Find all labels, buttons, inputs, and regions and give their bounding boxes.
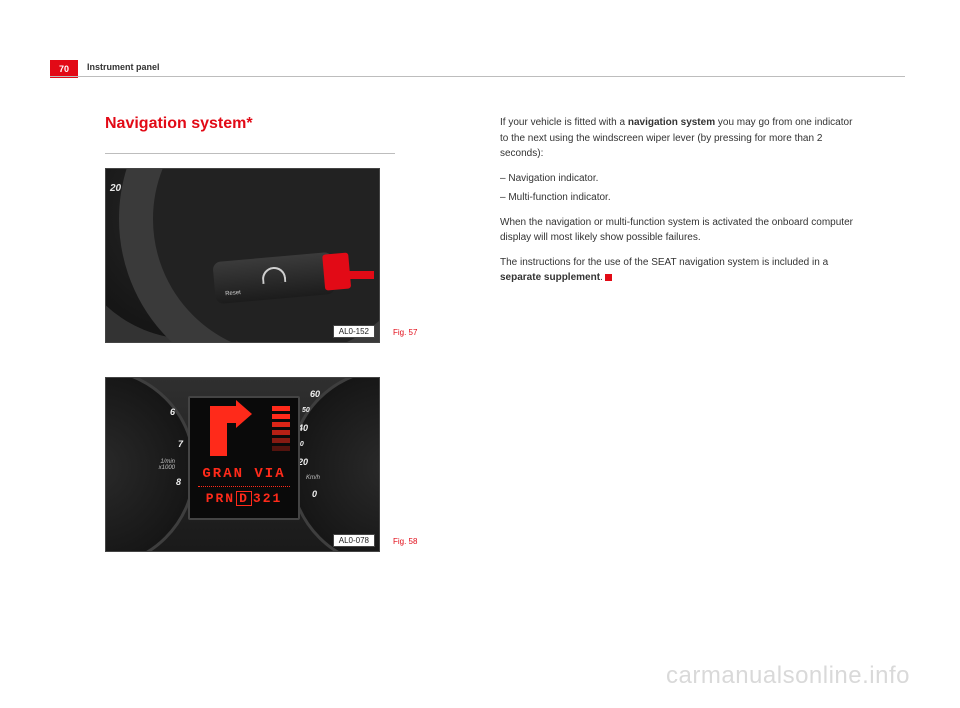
p3-part-c: . xyxy=(600,272,603,283)
list-item-2: Multi-function indicator. xyxy=(500,190,860,206)
p3-part-a: The instructions for the use of the SEAT… xyxy=(500,257,828,268)
p1-part-b: navigation system xyxy=(628,117,715,128)
end-of-section-icon xyxy=(605,274,612,281)
tachometer-gauge: 6 7 8 1/min x1000 xyxy=(105,377,196,552)
figure-58-caption: Fig. 58 xyxy=(393,537,417,546)
tach-7: 7 xyxy=(178,439,183,449)
section-heading-rule xyxy=(105,153,395,154)
right-column: If your vehicle is fitted with a navigat… xyxy=(500,115,860,295)
gear-indicator: PRND321 xyxy=(196,491,292,506)
header-divider xyxy=(50,76,905,77)
figure-57-caption: Fig. 57 xyxy=(393,328,417,337)
nav-divider-dots xyxy=(198,486,290,487)
gear-d-boxed: D xyxy=(236,491,252,506)
p3-part-b: separate supplement xyxy=(500,272,600,283)
figure-58-image: 6 7 8 1/min x1000 60 50 40 30 20 0 Km/h xyxy=(105,377,380,552)
section-heading: Navigation system* xyxy=(105,115,445,133)
figure-57: 20 km/h 220 240 260 13 km 8.8 Reset xyxy=(105,168,445,343)
tach-unit: 1/min x1000 xyxy=(159,459,175,471)
manual-page: 7 0 Instrument panel Navigation system* 2… xyxy=(0,0,960,708)
p1-part-a: If your vehicle is fitted with a xyxy=(500,117,628,128)
turn-right-arrow-icon xyxy=(204,406,254,456)
spd-unit: Km/h xyxy=(306,475,320,481)
figure-57-id-label: AL0-152 xyxy=(333,325,375,338)
distance-bars-icon xyxy=(272,406,290,454)
header-section-title: Instrument panel xyxy=(87,62,160,72)
tach-8: 8 xyxy=(176,477,181,487)
list-item-1: Navigation indicator. xyxy=(500,171,860,187)
figure-58-id-label: AL0-078 xyxy=(333,534,375,547)
spd-50: 50 xyxy=(302,407,310,414)
callout-arrow-icon xyxy=(344,271,374,279)
gear-prn: PRN xyxy=(206,491,235,506)
gear-321: 321 xyxy=(253,491,282,506)
paragraph-3: The instructions for the use of the SEAT… xyxy=(500,255,860,286)
nav-display: GRAN VIA PRND321 xyxy=(188,396,300,520)
speedometer-gauge: 60 50 40 30 20 0 Km/h xyxy=(289,377,380,552)
bullet-list: Navigation indicator. Multi-function ind… xyxy=(500,171,860,206)
wiper-icon xyxy=(261,266,286,284)
spd-60: 60 xyxy=(310,389,320,399)
figure-57-image: 20 km/h 220 240 260 13 km 8.8 Reset xyxy=(105,168,380,343)
figure-58: 6 7 8 1/min x1000 60 50 40 30 20 0 Km/h xyxy=(105,377,445,552)
left-column: Navigation system* 20 km/h 220 240 260 1… xyxy=(105,115,445,552)
watermark-text: carmanualsonline.info xyxy=(666,662,910,690)
tach-6: 6 xyxy=(170,407,175,417)
nav-street-name: GRAN VIA xyxy=(196,466,292,482)
spd-0: 0 xyxy=(312,489,317,499)
paragraph-2: When the navigation or multi-function sy… xyxy=(500,215,860,246)
speedo-tick-20: 20 xyxy=(110,183,121,194)
reset-label: Reset xyxy=(225,290,241,297)
paragraph-1: If your vehicle is fitted with a navigat… xyxy=(500,115,860,162)
